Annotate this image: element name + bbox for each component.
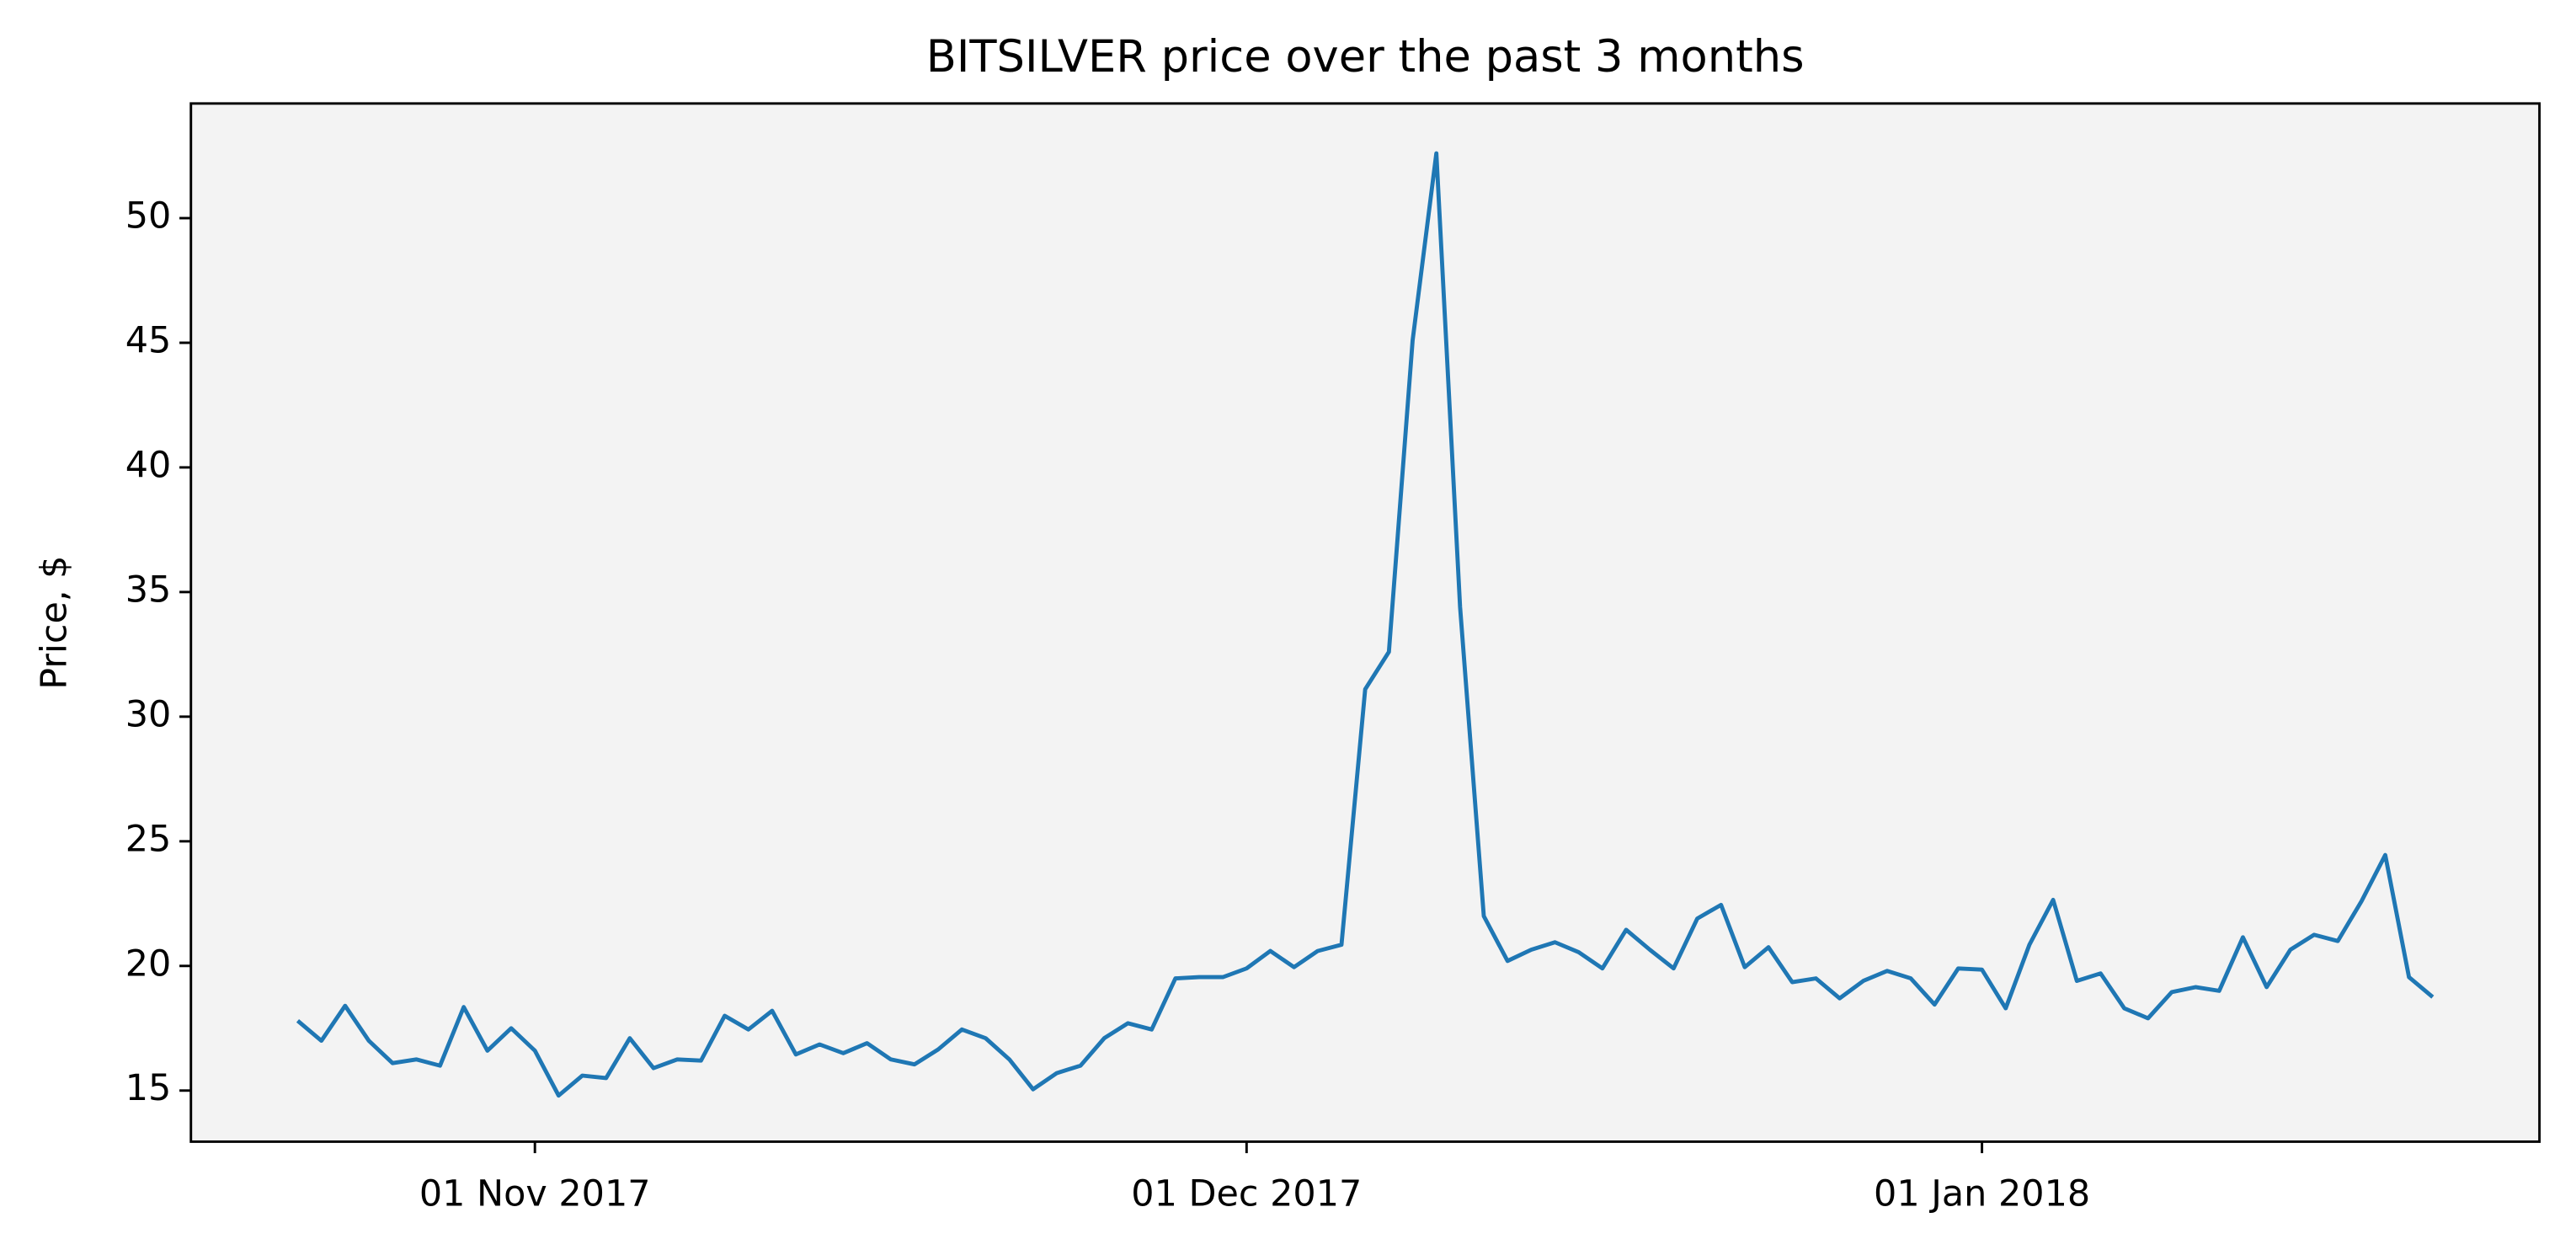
x-tick-label: 01 Jan 2018 [1874,1172,2090,1215]
y-tick-label: 30 [125,693,172,735]
y-tick-label: 25 [125,818,172,860]
y-tick-label: 50 [125,195,172,237]
y-tick-label: 45 [125,319,172,361]
y-tick-label: 20 [125,943,172,985]
y-tick-label: 35 [125,569,172,611]
x-tick-label: 01 Nov 2017 [419,1172,651,1215]
x-tick-label: 01 Dec 2017 [1131,1172,1362,1215]
plot-area [190,103,2540,1142]
marks [296,151,2435,1098]
price-line [296,151,2435,1098]
y-axis-label: Price, $ [33,556,75,690]
y-tick-label: 15 [125,1067,172,1109]
y-tick-label: 40 [125,444,172,486]
chart-title: BITSILVER price over the past 3 months [926,31,1805,83]
axes-frame [189,102,2541,1143]
